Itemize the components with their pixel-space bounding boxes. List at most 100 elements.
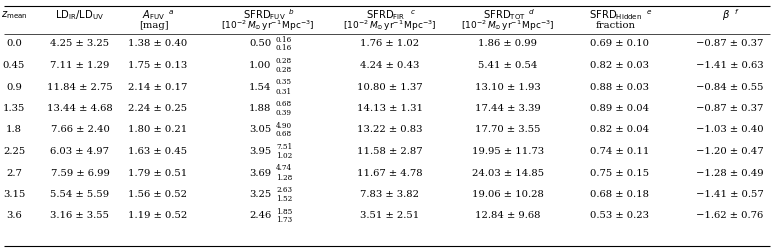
Text: $\mathrm{SFRD_{FIR}}$: $\mathrm{SFRD_{FIR}}$ (366, 8, 406, 22)
Text: 7.83 ± 3.82: 7.83 ± 3.82 (361, 190, 420, 199)
Text: 1.38 ± 0.40: 1.38 ± 0.40 (128, 40, 187, 48)
Text: 4.74: 4.74 (276, 165, 292, 173)
Text: 7.11 ± 1.29: 7.11 ± 1.29 (50, 61, 110, 70)
Text: 1.8: 1.8 (6, 125, 22, 135)
Text: 17.44 ± 3.39: 17.44 ± 3.39 (475, 104, 541, 113)
Text: $\mathrm{LD_{IR}/LD_{UV}}$: $\mathrm{LD_{IR}/LD_{UV}}$ (56, 8, 104, 22)
Text: 1.85: 1.85 (276, 207, 293, 215)
Text: 1.02: 1.02 (276, 152, 293, 160)
Text: $[10^{-2}\,M_{\odot}\,\mathrm{yr}^{-1}\,\mathrm{Mpc}^{-3}]$: $[10^{-2}\,M_{\odot}\,\mathrm{yr}^{-1}\,… (221, 19, 315, 33)
Text: 7.66 ± 2.40: 7.66 ± 2.40 (50, 125, 109, 135)
Text: 3.6: 3.6 (6, 211, 22, 220)
Text: 19.06 ± 10.28: 19.06 ± 10.28 (472, 190, 544, 199)
Text: $\mathrm{SFRD_{TOT}}$: $\mathrm{SFRD_{TOT}}$ (482, 8, 526, 22)
Text: $\mathrm{SFRD_{Hidden}}$: $\mathrm{SFRD_{Hidden}}$ (590, 8, 642, 22)
Text: 1.75 ± 0.13: 1.75 ± 0.13 (128, 61, 187, 70)
Text: −1.20 ± 0.47: −1.20 ± 0.47 (696, 147, 764, 156)
Text: 0.82 ± 0.03: 0.82 ± 0.03 (591, 61, 649, 70)
Text: 0.89 ± 0.04: 0.89 ± 0.04 (591, 104, 649, 113)
Text: −0.87 ± 0.37: −0.87 ± 0.37 (697, 40, 764, 48)
Text: 0.75 ± 0.15: 0.75 ± 0.15 (591, 169, 649, 177)
Text: 2.24 ± 0.25: 2.24 ± 0.25 (128, 104, 187, 113)
Text: 0.68: 0.68 (276, 100, 292, 108)
Text: 3.69: 3.69 (249, 169, 271, 177)
Text: 0.68: 0.68 (276, 131, 292, 139)
Text: 1.88: 1.88 (248, 104, 271, 113)
Text: 1.73: 1.73 (276, 216, 292, 225)
Text: 1.79 ± 0.51: 1.79 ± 0.51 (128, 169, 187, 177)
Text: 5.41 ± 0.54: 5.41 ± 0.54 (478, 61, 538, 70)
Text: $d$: $d$ (528, 8, 535, 16)
Text: 4.25 ± 3.25: 4.25 ± 3.25 (50, 40, 110, 48)
Text: 2.46: 2.46 (249, 211, 271, 220)
Text: 4.24 ± 0.43: 4.24 ± 0.43 (361, 61, 420, 70)
Text: 14.13 ± 1.31: 14.13 ± 1.31 (357, 104, 423, 113)
Text: 1.80 ± 0.21: 1.80 ± 0.21 (128, 125, 187, 135)
Text: 2.63: 2.63 (276, 186, 292, 194)
Text: $\mathrm{SFRD_{FUV}}$: $\mathrm{SFRD_{FUV}}$ (242, 8, 286, 22)
Text: −1.03 ± 0.40: −1.03 ± 0.40 (696, 125, 764, 135)
Text: −0.84 ± 0.55: −0.84 ± 0.55 (697, 82, 764, 91)
Text: $f$: $f$ (734, 8, 739, 16)
Text: $b$: $b$ (288, 8, 294, 16)
Text: 3.05: 3.05 (249, 125, 271, 135)
Text: 7.59 ± 6.99: 7.59 ± 6.99 (50, 169, 109, 177)
Text: 0.68 ± 0.18: 0.68 ± 0.18 (591, 190, 649, 199)
Text: $[10^{-2}\,M_{\odot}\,\mathrm{yr}^{-1}\,\mathrm{Mpc}^{-3}]$: $[10^{-2}\,M_{\odot}\,\mathrm{yr}^{-1}\,… (343, 19, 437, 33)
Text: 0.74 ± 0.11: 0.74 ± 0.11 (591, 147, 649, 156)
Text: 0.16: 0.16 (276, 45, 293, 52)
Text: 0.39: 0.39 (276, 109, 292, 117)
Text: $A_{\mathrm{FUV}}$: $A_{\mathrm{FUV}}$ (142, 8, 166, 22)
Text: 0.28: 0.28 (276, 57, 292, 65)
Text: −1.62 ± 0.76: −1.62 ± 0.76 (697, 211, 764, 220)
Text: 2.25: 2.25 (3, 147, 25, 156)
Text: 0.50: 0.50 (249, 40, 271, 48)
Text: $c$: $c$ (410, 8, 416, 16)
Text: 1.54: 1.54 (248, 82, 271, 91)
Text: 3.51 ± 2.51: 3.51 ± 2.51 (361, 211, 420, 220)
Text: 3.25: 3.25 (249, 190, 271, 199)
Text: −1.28 ± 0.49: −1.28 ± 0.49 (696, 169, 764, 177)
Text: 0.0: 0.0 (6, 40, 22, 48)
Text: 11.84 ± 2.75: 11.84 ± 2.75 (47, 82, 113, 91)
Text: 0.31: 0.31 (276, 87, 292, 96)
Text: 0.28: 0.28 (276, 66, 292, 74)
Text: 0.53 ± 0.23: 0.53 ± 0.23 (591, 211, 649, 220)
Text: 0.35: 0.35 (276, 79, 292, 86)
Text: 24.03 ± 14.85: 24.03 ± 14.85 (472, 169, 544, 177)
Text: 3.16 ± 3.55: 3.16 ± 3.55 (50, 211, 109, 220)
Text: 19.95 ± 11.73: 19.95 ± 11.73 (472, 147, 544, 156)
Text: 3.15: 3.15 (3, 190, 26, 199)
Text: 0.88 ± 0.03: 0.88 ± 0.03 (591, 82, 649, 91)
Text: −1.41 ± 0.63: −1.41 ± 0.63 (696, 61, 764, 70)
Text: 1.00: 1.00 (248, 61, 271, 70)
Text: [mag]: [mag] (139, 21, 169, 30)
Text: $a$: $a$ (168, 8, 174, 16)
Text: 0.69 ± 0.10: 0.69 ± 0.10 (591, 40, 649, 48)
Text: 0.82 ± 0.04: 0.82 ± 0.04 (591, 125, 649, 135)
Text: 13.22 ± 0.83: 13.22 ± 0.83 (358, 125, 423, 135)
Text: 13.10 ± 1.93: 13.10 ± 1.93 (475, 82, 541, 91)
Text: 1.19 ± 0.52: 1.19 ± 0.52 (128, 211, 187, 220)
Text: 5.54 ± 5.59: 5.54 ± 5.59 (50, 190, 110, 199)
Text: 1.63 ± 0.45: 1.63 ± 0.45 (128, 147, 187, 156)
Text: 2.14 ± 0.17: 2.14 ± 0.17 (128, 82, 187, 91)
Text: 11.58 ± 2.87: 11.58 ± 2.87 (357, 147, 423, 156)
Text: 13.44 ± 4.68: 13.44 ± 4.68 (47, 104, 113, 113)
Text: 2.7: 2.7 (6, 169, 22, 177)
Text: fraction: fraction (596, 21, 636, 30)
Text: $z_{\mathrm{mean}}$: $z_{\mathrm{mean}}$ (1, 9, 27, 21)
Text: 1.56 ± 0.52: 1.56 ± 0.52 (128, 190, 187, 199)
Text: 4.90: 4.90 (276, 121, 292, 130)
Text: 12.84 ± 9.68: 12.84 ± 9.68 (475, 211, 541, 220)
Text: 3.95: 3.95 (249, 147, 271, 156)
Text: 11.67 ± 4.78: 11.67 ± 4.78 (357, 169, 423, 177)
Text: 17.70 ± 3.55: 17.70 ± 3.55 (475, 125, 541, 135)
Text: 6.03 ± 4.97: 6.03 ± 4.97 (50, 147, 109, 156)
Text: 1.28: 1.28 (276, 173, 293, 181)
Text: 1.52: 1.52 (276, 195, 293, 203)
Text: $[10^{-2}\,M_{\odot}\,\mathrm{yr}^{-1}\,\mathrm{Mpc}^{-3}]$: $[10^{-2}\,M_{\odot}\,\mathrm{yr}^{-1}\,… (461, 19, 555, 33)
Text: 1.86 ± 0.99: 1.86 ± 0.99 (478, 40, 537, 48)
Text: 0.16: 0.16 (276, 36, 293, 44)
Text: −0.87 ± 0.37: −0.87 ± 0.37 (697, 104, 764, 113)
